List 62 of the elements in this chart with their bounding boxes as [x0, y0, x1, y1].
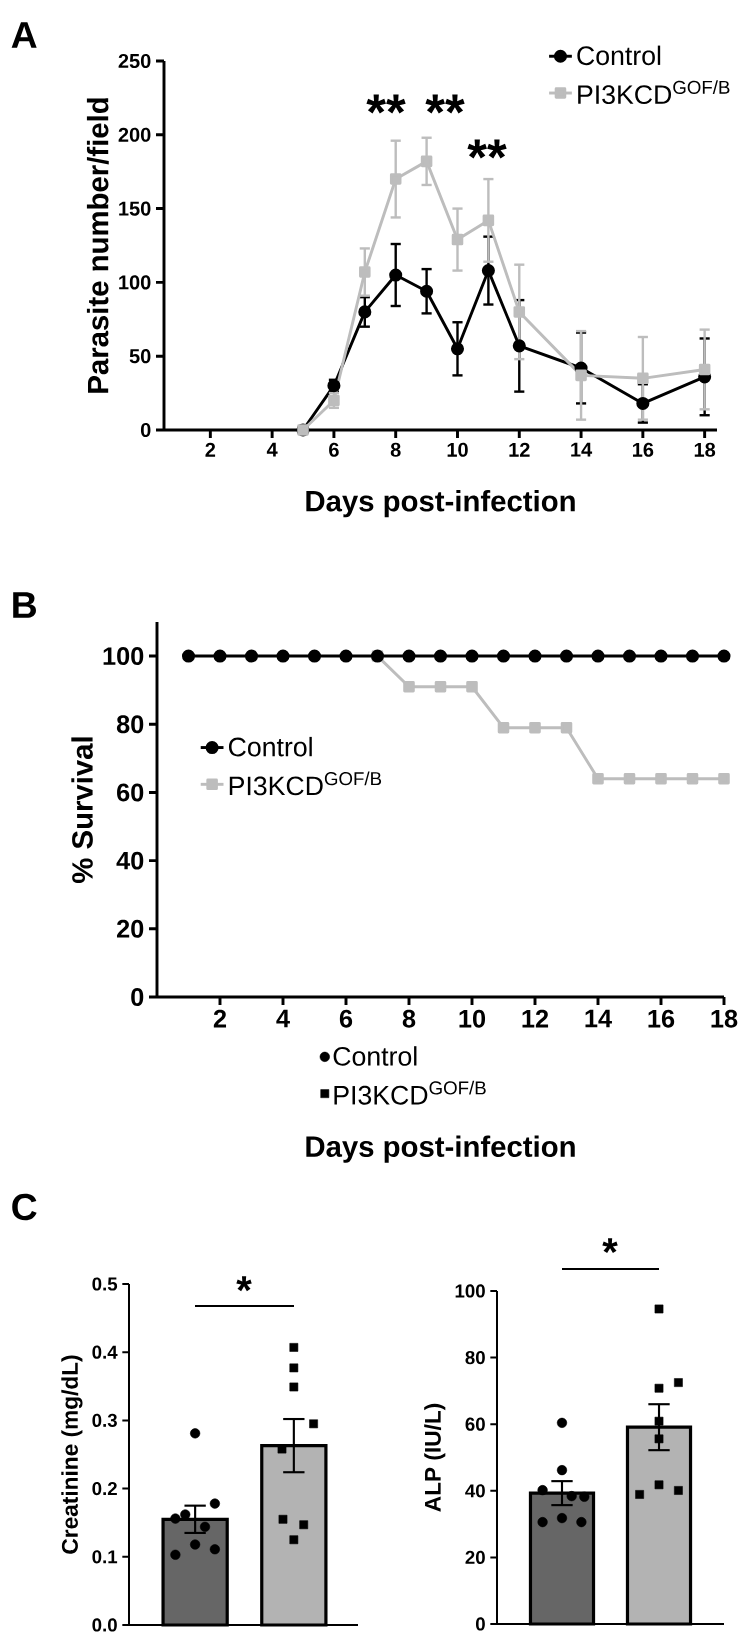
y-tick-label: 80 — [465, 1350, 485, 1365]
y-axis-title: ALP (IU/L) — [424, 1403, 446, 1512]
x-tick-label: 4 — [266, 442, 278, 457]
chart-title: C — [12, 1193, 37, 1221]
legend-label: PI3KCD$^{GOF/B}$ — [334, 1080, 486, 1105]
y-tick-label: 0.5 — [92, 1277, 118, 1291]
y-tick-label: 250 — [118, 53, 151, 69]
x-tick-label: 2 — [213, 1009, 227, 1028]
y-tick-label: 0.3 — [92, 1413, 117, 1428]
legend-label: PI3KCD$^{GOF/B}$ — [229, 771, 382, 796]
y-tick-label: 80 — [116, 715, 144, 734]
legend-label: Control — [577, 45, 661, 66]
y-tick-label: 150 — [119, 201, 151, 216]
x-tick-label: 6 — [329, 442, 339, 457]
y-axis-title: Parasite number/field — [86, 98, 109, 393]
y-tick-label: 0.1 — [92, 1550, 118, 1564]
y-tick-label: 0 — [140, 422, 151, 438]
x-tick-label: 10 — [447, 442, 468, 457]
legend-label: PI3KCD$^{GOF/B}$ — [578, 80, 730, 105]
y-tick-label: 40 — [116, 851, 144, 870]
y-tick-label: 0.0 — [92, 1618, 117, 1632]
x-axis-title: Days post-infection — [306, 1135, 575, 1163]
y-tick-label: 40 — [465, 1484, 485, 1498]
y-tick-label: 20 — [465, 1550, 485, 1565]
x-tick-label: 8 — [390, 442, 401, 457]
y-tick-label: 0 — [475, 1617, 485, 1631]
annotation: ** — [425, 94, 465, 114]
y-tick-label: 20 — [116, 919, 144, 938]
x-tick-label: 6 — [339, 1009, 353, 1028]
x-tick-label: 18 — [711, 1009, 738, 1028]
x-tick-label: 14 — [571, 442, 593, 457]
text: * — [602, 1238, 618, 1254]
legend-label: Control — [333, 1046, 417, 1066]
y-tick-label: 50 — [129, 349, 151, 364]
annotation: * — [236, 1276, 252, 1292]
y-axis-title: % Survival — [71, 737, 93, 883]
y-tick-label: 100 — [119, 275, 151, 290]
legend-label: Control — [228, 736, 312, 757]
chart-title: B — [13, 592, 36, 618]
x-tick-label: 16 — [632, 442, 654, 457]
x-tick-label: 4 — [276, 1009, 290, 1028]
x-tick-label: 10 — [459, 1009, 486, 1028]
y-tick-label: 60 — [117, 783, 144, 802]
x-axis-title: Days post-infection — [306, 490, 575, 518]
x-tick-label: 14 — [585, 1009, 612, 1028]
y-tick-label: 0 — [131, 988, 144, 1006]
y-axis-title: Creatinine (mg/dL) — [61, 1355, 83, 1554]
x-tick-label: 18 — [694, 442, 716, 457]
x-tick-label: 12 — [522, 1009, 549, 1028]
x-tick-label: 8 — [402, 1009, 416, 1028]
annotation: ** — [467, 139, 507, 159]
y-tick-label: 200 — [118, 127, 151, 142]
y-tick-label: 60 — [465, 1417, 485, 1431]
x-tick-label: 12 — [509, 442, 530, 457]
annotation: ** — [366, 94, 406, 114]
y-tick-label: 0.2 — [92, 1481, 117, 1496]
x-tick-label: 16 — [648, 1009, 675, 1028]
x-tick-label: 2 — [205, 442, 216, 457]
chart-title: A — [11, 22, 37, 48]
y-tick-label: 100 — [455, 1284, 485, 1298]
y-tick-label: 0.4 — [92, 1345, 118, 1359]
y-tick-label: 100 — [103, 647, 144, 666]
